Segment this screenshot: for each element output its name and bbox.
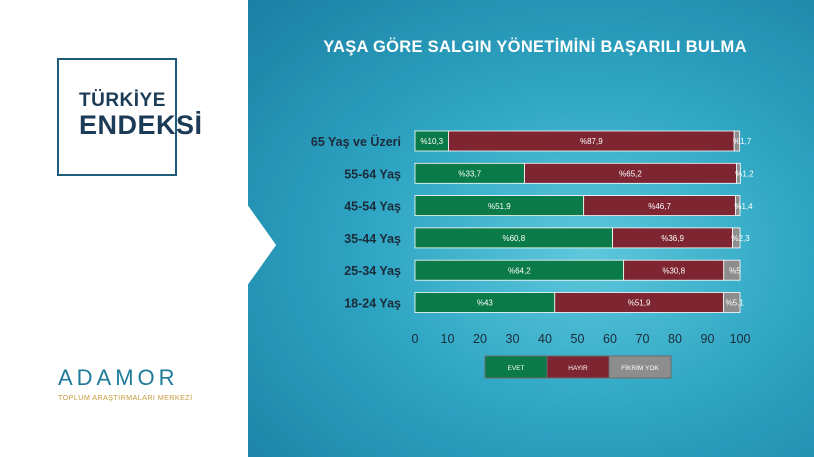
data-label: %65,2 (619, 170, 642, 179)
x-tick-label: 90 (701, 332, 715, 346)
data-label: %64,2 (508, 266, 531, 275)
legend-label: FİKRİM YOK (621, 363, 659, 372)
endeks-line2: ENDEKSİ (79, 110, 203, 140)
legend-label: EVET (508, 365, 525, 372)
category-label: 35-44 Yaş (344, 232, 401, 246)
category-label: 25-34 Yaş (344, 264, 401, 278)
bar-fikrim-yok (723, 292, 741, 313)
bar-fikrim-yok (732, 227, 741, 249)
category-label: 18-24 Yaş (344, 297, 401, 311)
bar-fikrim-yok (733, 130, 741, 152)
category-label: 65 Yaş ve Üzeri (311, 134, 401, 149)
data-label: %30,8 (662, 266, 685, 275)
brand-panel: TÜRKİYE ENDEKSİ ADAMOR TOPLUM ARAŞTIRMAL… (0, 0, 248, 457)
x-tick-label: 80 (668, 332, 682, 346)
x-tick-label: 20 (473, 332, 487, 346)
data-label: %5,1 (726, 299, 745, 308)
endeks-line1: TÜRKİYE (79, 90, 166, 111)
category-label: 55-64 Yaş (344, 167, 401, 181)
stacked-bar-chart: 65 Yaş ve Üzeri %10,3 %87,9 %1,7 55-64 Yaş %3… (311, 130, 754, 379)
x-tick-label: 10 (441, 332, 455, 346)
data-label: %36,9 (661, 234, 684, 243)
data-label: %1,7 (733, 137, 752, 146)
data-label: %43 (477, 299, 494, 308)
bar-fikrim-yok (735, 195, 741, 217)
x-tick-label: 40 (538, 332, 552, 346)
data-label: %1,4 (734, 202, 753, 211)
data-label: %33,7 (458, 170, 481, 179)
x-tick-label: 70 (636, 332, 650, 346)
x-tick-label: 100 (730, 332, 751, 346)
data-label: %46,7 (648, 202, 671, 211)
chevron-right-icon (244, 200, 276, 290)
bar-fikrim-yok (736, 162, 741, 184)
data-label: %51,9 (628, 299, 651, 308)
legend-swatch (608, 355, 672, 379)
adamor-logo-name: ADAMOR (58, 365, 179, 390)
turkiye-endeksi-logo: TÜRKİYE ENDEKSİ (57, 58, 202, 176)
x-tick-label: 0 (412, 332, 419, 346)
data-label: %60,8 (502, 234, 525, 243)
x-tick-label: 50 (571, 332, 585, 346)
data-label: %1,2 (735, 170, 754, 179)
x-tick-label: 60 (603, 332, 617, 346)
data-label: %2,3 (731, 234, 750, 243)
category-label: 45-54 Yaş (344, 200, 401, 214)
adamor-logo: ADAMOR TOPLUM ARAŞTIRMALARI MERKEZİ (58, 365, 198, 402)
bar-fikrim-yok (723, 259, 741, 281)
adamor-logo-subtitle: TOPLUM ARAŞTIRMALARI MERKEZİ (58, 393, 193, 402)
legend-label: HAYIR (568, 365, 588, 372)
chart-title: YAŞA GÖRE SALGIN YÖNETİMİNİ BAŞARILI BUL… (323, 38, 747, 56)
data-label: %87,9 (580, 137, 603, 146)
data-label: %5 (729, 266, 741, 275)
data-label: %10,3 (420, 137, 443, 146)
data-label: %51,9 (488, 202, 511, 211)
x-tick-label: 30 (506, 332, 520, 346)
